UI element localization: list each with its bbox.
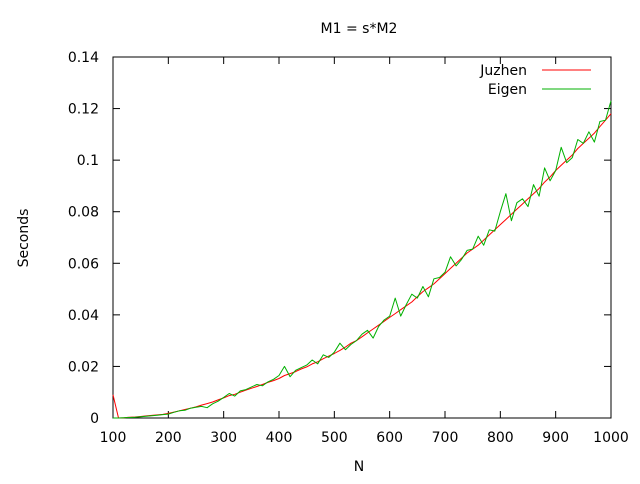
x-tick-label: 400 (266, 430, 293, 446)
data-series (112, 100, 612, 419)
y-tick-label: 0.14 (68, 50, 99, 66)
legend-label-juzhen: Juzhen (479, 63, 527, 79)
x-tick-label: 100 (100, 430, 127, 446)
y-tick-label: 0.12 (68, 102, 99, 118)
x-tick-label: 900 (542, 430, 569, 446)
x-tick-label: 500 (321, 430, 348, 446)
y-tick-label: 0.1 (77, 153, 99, 169)
chart-title: M1 = s*M2 (321, 21, 398, 37)
legend-label-eigen: Eigen (488, 82, 527, 98)
x-tick-label: 700 (432, 430, 459, 446)
series-line-eigen (113, 100, 612, 419)
y-axis-label: Seconds (16, 209, 32, 268)
series-line-juzhen (112, 113, 612, 419)
x-tick-label: 300 (210, 430, 237, 446)
legend: Juzhen Eigen (479, 63, 591, 98)
x-tick-label: 200 (155, 430, 182, 446)
x-tick-label: 800 (487, 430, 514, 446)
x-tick-label: 600 (376, 430, 403, 446)
axis-ticks: 100 200 300 400 500 600 700 800 900 1000 0 0.02 0.04… (68, 50, 629, 446)
x-tick-label: 1000 (593, 430, 629, 446)
plot-frame (112, 56, 612, 419)
y-tick-label: 0.08 (68, 205, 99, 221)
plot-border (112, 56, 612, 419)
y-tick-label: 0.06 (68, 256, 99, 272)
y-tick-label: 0 (90, 411, 99, 427)
y-tick-label: 0.04 (68, 308, 99, 324)
x-axis-label: N (354, 459, 364, 475)
y-tick-label: 0.02 (68, 359, 99, 375)
